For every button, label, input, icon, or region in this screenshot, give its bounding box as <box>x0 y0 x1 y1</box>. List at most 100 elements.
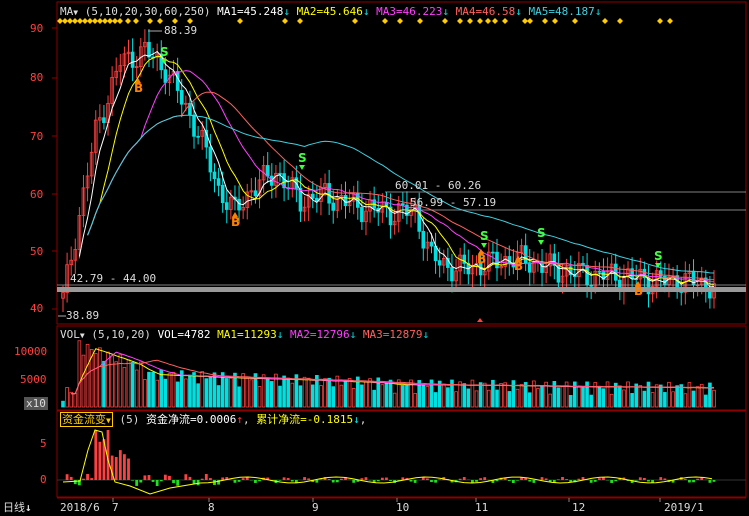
flow-bar <box>151 480 155 482</box>
volume-bar <box>184 378 188 408</box>
volume-bar <box>613 382 618 408</box>
period-selector[interactable]: 日线↓ <box>3 501 32 514</box>
indicator-name[interactable]: VOL <box>60 328 80 341</box>
cumulative-flow-value: 累计净流=-0.1815 <box>256 413 354 426</box>
volume-bar <box>482 382 487 408</box>
indicator-name[interactable]: MA <box>60 5 74 18</box>
flow-panel-frame <box>56 410 747 498</box>
signal-diamond <box>67 18 73 24</box>
signal-diamond <box>112 18 118 24</box>
signal-diamond <box>187 18 193 24</box>
volume-bar <box>446 387 450 408</box>
flow-bar <box>380 477 384 480</box>
flow-bar <box>683 479 687 480</box>
flow-bar <box>642 477 646 480</box>
dropdown-arrow-icon[interactable]: ▼ <box>73 8 79 17</box>
volume-bar <box>360 384 364 408</box>
volume-bar <box>237 386 241 408</box>
flow-bar <box>434 480 437 483</box>
main-indicator-header[interactable]: MA▼ (5,10,20,30,60,250) MA1=45.248↓ MA2=… <box>60 5 601 19</box>
volume-bar <box>102 360 106 408</box>
volume-bar <box>437 380 442 408</box>
flow-bar <box>360 478 364 480</box>
candle-body <box>143 41 147 48</box>
volume-bar <box>163 378 168 408</box>
volume-bar <box>69 391 73 408</box>
candle-body <box>388 206 393 226</box>
down-arrow-icon: ↓ <box>442 5 449 18</box>
candle-body <box>658 270 663 277</box>
volume-bar <box>323 378 327 408</box>
volume-bar <box>585 381 589 408</box>
flow-bar <box>241 478 245 480</box>
indicator-select[interactable]: 资金流变▼ <box>60 412 113 427</box>
x-label-10: 10 <box>396 501 410 514</box>
volume-bar <box>704 394 708 408</box>
volume-bar <box>159 369 164 408</box>
volume-bar <box>282 375 286 408</box>
buy-arrow-icon <box>478 249 484 254</box>
vol-y-tick-5000: 5000 <box>20 373 47 386</box>
volume-bar <box>388 379 393 408</box>
volume-bar <box>572 381 577 408</box>
sell-signal: S <box>480 229 489 243</box>
flow-bar <box>577 478 581 480</box>
volume-bar <box>622 389 626 408</box>
flow-bar <box>200 478 204 480</box>
volume-bar <box>315 374 319 408</box>
candle-body <box>560 275 565 283</box>
volume-bar <box>167 373 172 408</box>
flow-indicator-header[interactable]: 资金流变▼ (5) 资金净流=0.0006↑, 累计净流=-0.1815↓, <box>60 412 367 427</box>
candle-body <box>212 171 217 180</box>
volume-bar <box>130 362 135 408</box>
flow-bar <box>626 480 630 481</box>
flow-bar <box>495 480 499 482</box>
candle-body <box>224 202 229 210</box>
flow-bar <box>176 480 180 486</box>
volume-bar <box>155 379 159 408</box>
flow-bar <box>708 480 712 483</box>
candle-body <box>147 41 151 58</box>
volume-indicator-header[interactable]: VOL▼ (5,10,20) VOL=4782 MA1=11293↓ MA2=1… <box>60 328 429 342</box>
volume-bar <box>548 393 553 408</box>
volume-bar <box>523 382 528 408</box>
dropdown-arrow-icon[interactable]: ▼ <box>79 331 85 340</box>
candle-body <box>564 266 569 277</box>
x-label-7: 7 <box>112 501 119 514</box>
flow-bar <box>106 430 110 480</box>
sell-arrow-icon <box>161 59 167 64</box>
volume-bar <box>589 394 593 408</box>
flow-bar <box>282 477 286 480</box>
candle-body <box>597 270 602 273</box>
flow-bar <box>98 441 102 480</box>
ma3-value: MA3=46.223 <box>376 5 443 18</box>
candle-body <box>65 264 69 293</box>
flow-bar <box>450 480 454 483</box>
candle-body <box>392 220 397 226</box>
volume-bar <box>495 389 499 408</box>
flow-bar <box>471 480 474 483</box>
volume-bar <box>368 378 372 408</box>
volume-bar <box>270 381 274 408</box>
flow-bar <box>356 480 360 482</box>
flow-bar <box>127 458 130 480</box>
x-label-2018-6: 2018/6 <box>60 501 100 514</box>
candle-body <box>585 265 589 286</box>
flow-bar <box>118 450 122 480</box>
vol-ma3-value: MA3=12879 <box>362 328 423 341</box>
flow-bar <box>327 479 331 480</box>
flow-bar <box>544 478 548 480</box>
candle-body <box>417 204 422 232</box>
volume-bar <box>650 392 655 408</box>
buy-signal: B <box>514 259 523 273</box>
candle-body <box>265 165 270 177</box>
flow-bar <box>131 480 135 481</box>
volume-bar <box>122 367 127 408</box>
candle-body <box>77 215 82 250</box>
volume-bar <box>343 379 348 408</box>
candle-body <box>73 249 78 261</box>
flow-bar <box>581 477 585 480</box>
candle-body <box>126 51 131 55</box>
flow-bar <box>172 480 175 484</box>
